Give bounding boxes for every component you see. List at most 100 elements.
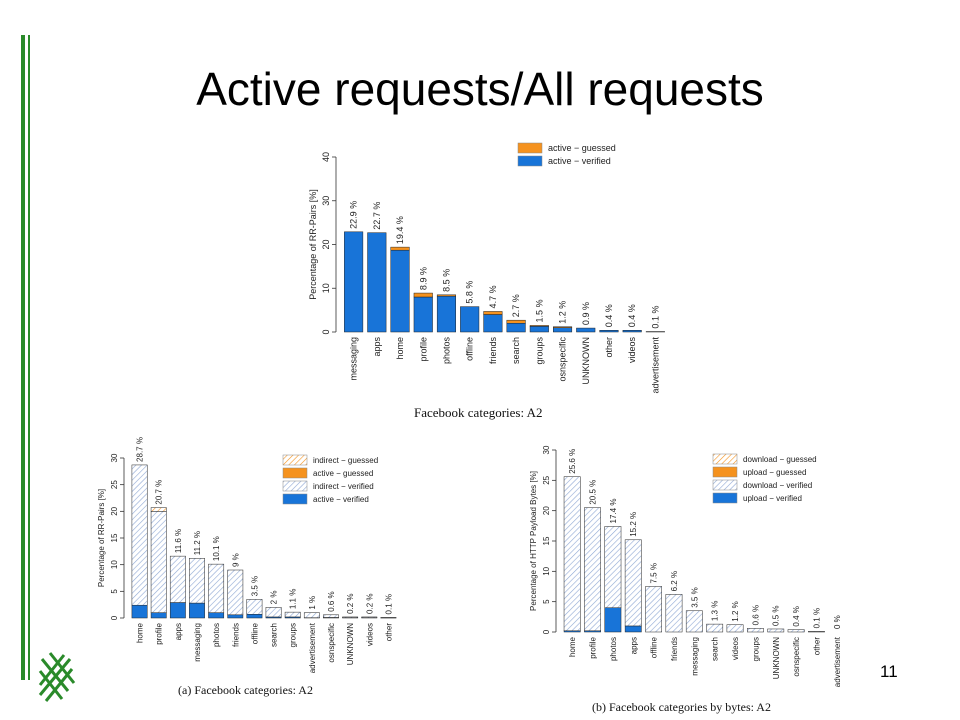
x-tick-label: apps: [629, 637, 638, 654]
y-tick-label: 15: [110, 533, 119, 542]
bar-value-label: 0.4 %: [627, 304, 637, 327]
bar-segment: [563, 476, 581, 632]
bar-segment: [460, 306, 480, 333]
y-tick-label: 40: [321, 152, 331, 162]
bar-segment: [604, 607, 622, 633]
chart-active-requests: 0 10 20 30 40 Percentage of RR-Pairs [%] 22.9 …: [308, 142, 665, 394]
bar-segment: [506, 323, 526, 333]
bar-segment: [553, 326, 573, 328]
bar-value-label: 0.6 %: [327, 591, 336, 611]
x-tick-label: other: [384, 623, 393, 642]
bar-segment: [665, 594, 683, 633]
y-tick-label: 30: [321, 196, 331, 206]
x-tick-label: groups: [534, 337, 544, 365]
bar-segment: [361, 616, 378, 618]
y-tick-label: 20: [110, 506, 119, 515]
legend-swatch: [712, 453, 738, 465]
bar-segment: [604, 526, 622, 608]
bar-value-label: 1.3 %: [711, 601, 720, 621]
x-tick-label: groups: [751, 637, 760, 661]
bar-segment: [344, 231, 364, 333]
x-tick-label: friends: [488, 337, 498, 365]
bar-segment: [747, 628, 764, 633]
bar-value-label: 9 %: [231, 553, 240, 567]
x-tick-label: profile: [155, 622, 164, 644]
bar-value-label: 20.7 %: [155, 480, 164, 505]
bar-value-label: 2 %: [270, 591, 279, 605]
bar-segment: [413, 292, 433, 298]
legend-swatch: [712, 479, 738, 491]
bar-segment: [284, 611, 301, 618]
x-tick-label: groups: [289, 623, 298, 647]
slide-title: Active requests/All requests: [196, 63, 764, 115]
bar-segment: [390, 246, 410, 251]
bar-value-label: 0.9 %: [581, 302, 591, 325]
x-tick-label: profile: [418, 337, 428, 362]
x-tick-label: search: [711, 637, 720, 661]
bar-value-label: 0.5 %: [772, 605, 781, 625]
x-tick-label: offline: [650, 636, 659, 658]
legend-entry: active − guessed: [313, 469, 373, 478]
x-tick-label: osnspecific: [792, 637, 801, 677]
legend-swatch: [517, 142, 543, 154]
bar-segment: [246, 614, 263, 619]
bar-segment: [189, 558, 205, 604]
legend-swatch: [712, 466, 738, 478]
bar-segment: [506, 319, 526, 324]
y-tick-label: 5: [542, 599, 551, 604]
bar-segment: [131, 604, 148, 619]
bar-segment: [367, 232, 387, 333]
legend-entry: indirect − guessed: [313, 456, 378, 465]
legend-swatch: [282, 467, 308, 479]
bar-segment: [150, 511, 167, 613]
bar-value-label: 11.6 %: [174, 529, 183, 553]
bar-value-label: 0.1 %: [384, 594, 393, 614]
x-tick-label: home: [568, 636, 577, 657]
y-tick-label: 10: [542, 566, 551, 575]
caption-right-chart: (b) Facebook categories by bytes: A2: [592, 700, 771, 714]
bar-segment: [323, 614, 339, 618]
bar-segment: [685, 610, 703, 633]
x-tick-label: messaging: [349, 337, 359, 381]
bar-segment: [624, 539, 642, 627]
bar-segment: [150, 507, 167, 512]
bar-segment: [553, 327, 573, 333]
bar-segment: [483, 314, 503, 333]
x-tick-label: search: [270, 623, 279, 647]
x-tick-label: photos: [609, 637, 618, 661]
x-tick-label: UNKNOWN: [581, 337, 591, 385]
bar-value-label: 0.2 %: [365, 593, 374, 613]
legend-swatch: [282, 493, 308, 505]
bar-segment: [624, 625, 642, 633]
bar-value-label: 7.5 %: [650, 563, 659, 583]
legend-entry: active − verified: [313, 495, 369, 504]
y-tick-label: 20: [542, 506, 551, 515]
legend-entry: download − guessed: [743, 455, 817, 464]
x-tick-label: other: [604, 337, 614, 358]
bar-segment: [767, 628, 785, 633]
bar-value-label: 5.8 %: [465, 281, 475, 304]
x-tick-label: osnspecific: [558, 337, 568, 382]
x-tick-label: apps: [174, 623, 183, 640]
x-tick-label: UNKNOWN: [772, 637, 781, 679]
bar-value-label: 25.6 %: [568, 449, 577, 474]
y-axis-label: Percentage of HTTP Payload Bytes [%]: [529, 471, 538, 611]
bar-segment: [413, 296, 433, 333]
bar-value-label: 22.9 %: [349, 201, 359, 229]
bar-segment: [706, 623, 724, 633]
bar-segment: [131, 464, 148, 606]
bar-segment: [189, 602, 205, 619]
bar-segment: [169, 555, 186, 603]
y-tick-label: 0: [542, 629, 551, 634]
logo-grid-icon: [38, 652, 76, 702]
bar-segment: [169, 602, 186, 619]
legend-swatch: [282, 480, 308, 492]
bar-value-label: 1 %: [308, 596, 317, 610]
bar-value-label: 1.2 %: [558, 301, 568, 324]
bar-segment: [483, 311, 503, 315]
bar-value-label: 11.2 %: [193, 531, 202, 555]
x-tick-label: offline: [250, 622, 259, 644]
bar-segment: [787, 629, 805, 633]
legend-entry: download − verified: [743, 481, 812, 490]
bar-segment: [584, 507, 601, 632]
